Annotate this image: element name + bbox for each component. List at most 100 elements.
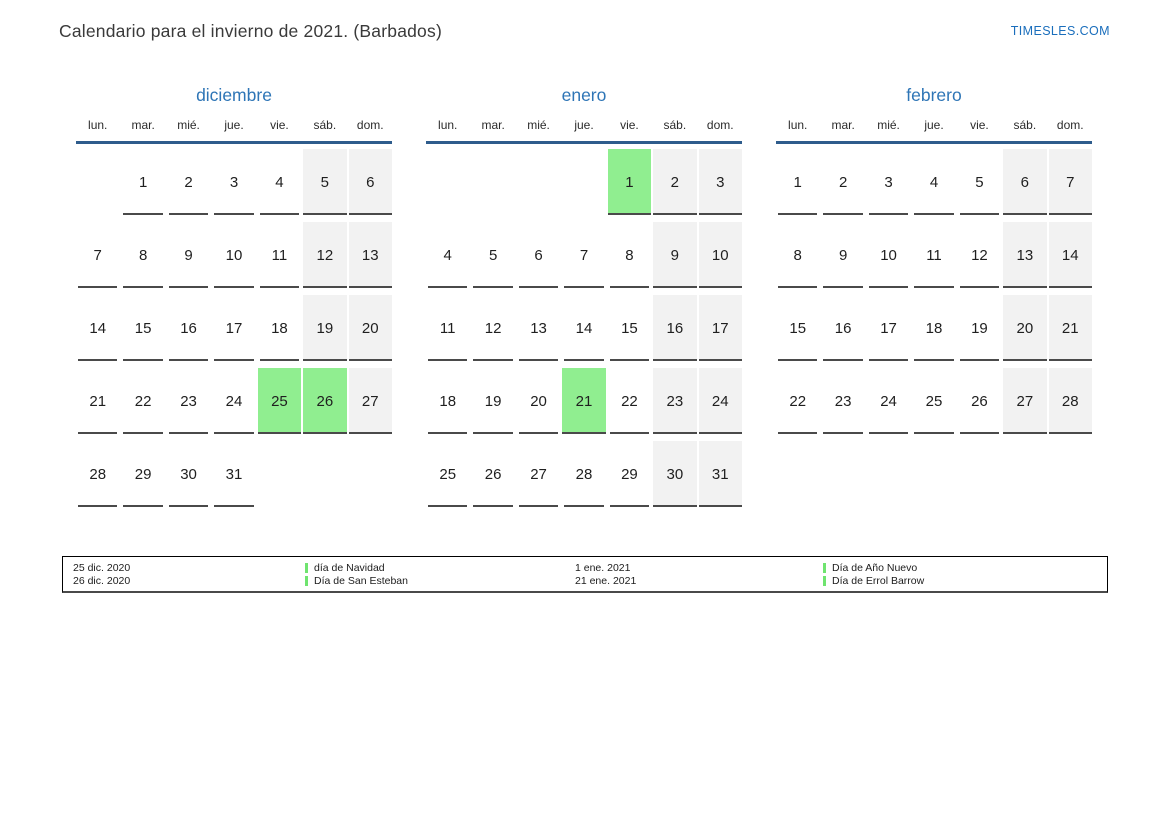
weekday-label: mié.: [877, 118, 900, 132]
day-cell: 9: [821, 222, 864, 288]
week-row: 28 29 30 31: [76, 441, 392, 507]
holiday-day-cell: 21: [562, 368, 607, 434]
weekday-label: jue.: [574, 118, 594, 132]
header-rule: [76, 141, 392, 144]
day-cell: 18: [258, 295, 301, 361]
weekday-label: dom.: [1056, 118, 1084, 132]
weekend-day-cell: 20: [1003, 295, 1047, 361]
holiday-marker-icon: [305, 576, 308, 586]
day-cell: 2: [167, 149, 210, 215]
weekend-day-cell: 14: [1048, 222, 1093, 288]
holiday-marker-icon: [823, 563, 826, 573]
legend-date: 1 ene. 2021: [575, 562, 631, 574]
weekend-day-cell: 3: [698, 149, 743, 215]
holiday-marker-icon: [823, 576, 826, 586]
weekend-day-cell: 7: [1048, 149, 1093, 215]
weekday-label: jue.: [224, 118, 244, 132]
weekday-label: jue.: [924, 118, 944, 132]
week-row: 25 26 27 28 29 30 31: [426, 441, 743, 507]
day-cell: 24: [867, 368, 910, 434]
legend-holiday: Día de San Esteban: [305, 575, 575, 587]
week-row: 15 16 17 18 19 20 21: [776, 295, 1093, 361]
day-cell: 1: [776, 149, 819, 215]
page-title: Calendario para el invierno de 2021. (Ba…: [59, 21, 442, 41]
day-cell: 22: [608, 368, 651, 434]
day-cell: 13: [517, 295, 560, 361]
legend-holiday: día de Navidad: [305, 562, 575, 574]
day-cell: 15: [121, 295, 164, 361]
day-cell: 19: [958, 295, 1001, 361]
weekend-day-cell: 27: [1003, 368, 1047, 434]
day-cell: 15: [608, 295, 651, 361]
day-cell: 26: [958, 368, 1001, 434]
holiday-day-cell: 26: [303, 368, 347, 434]
day-cell: 15: [776, 295, 819, 361]
brand-link[interactable]: TIMESLES.COM: [1010, 24, 1110, 38]
weekday-label: lun.: [438, 118, 458, 132]
legend-holiday-label: día de Navidad: [314, 562, 385, 574]
weekday-label: sáb.: [1013, 118, 1037, 132]
weekend-day-cell: 27: [348, 368, 393, 434]
month-calendar-enero: enero lun. mar. mié. jue. vie. sáb. dom. 1 2 3 4 5 6 7…: [426, 84, 743, 514]
day-cell: 30: [167, 441, 210, 507]
day-cell: 21: [76, 368, 119, 434]
weekend-day-cell: 13: [1003, 222, 1047, 288]
month-title: febrero: [906, 85, 962, 105]
weekend-day-cell: 6: [348, 149, 393, 215]
week-row: 11 12 13 14 15 16 17: [426, 295, 743, 361]
day-cell: 16: [167, 295, 210, 361]
weekend-day-cell: 24: [698, 368, 743, 434]
legend-holiday-label: Día de Año Nuevo: [832, 562, 918, 574]
day-cell: 25: [426, 441, 469, 507]
empty-cell: [517, 149, 560, 215]
weekday-label: vie.: [970, 118, 989, 132]
day-cell: 5: [471, 222, 514, 288]
day-cell: 8: [121, 222, 164, 288]
day-cell: 18: [912, 295, 955, 361]
legend-holiday: Día de Año Nuevo: [823, 562, 1107, 574]
day-cell: 28: [562, 441, 605, 507]
day-cell: 19: [471, 368, 514, 434]
day-cell: 10: [867, 222, 910, 288]
weekday-label: dom.: [356, 118, 384, 132]
day-cell: 26: [471, 441, 514, 507]
day-cell: 25: [912, 368, 955, 434]
weekend-day-cell: 28: [1048, 368, 1093, 434]
weekday-label: mar.: [131, 118, 155, 132]
month-grid: 1 2 3 4 5 6 7 8 9 10 11 12 13 14 15 16 17 18 19 20 21 22 23 24 2…: [426, 149, 743, 507]
weekend-day-cell: 20: [348, 295, 393, 361]
day-cell: 18: [426, 368, 469, 434]
week-row: 22 23 24 25 26 27 28: [776, 368, 1093, 434]
day-cell: 11: [426, 295, 469, 361]
month-calendar-diciembre: diciembre lun. mar. mié. jue. vie. sáb. dom. 1 2 3…: [76, 84, 393, 514]
empty-cell: [76, 149, 119, 215]
weekend-day-cell: 12: [303, 222, 347, 288]
weekday-label: vie.: [620, 118, 639, 132]
day-cell: 20: [517, 368, 560, 434]
day-cell: 23: [821, 368, 864, 434]
day-cell: 4: [258, 149, 301, 215]
weekend-day-cell: 10: [698, 222, 743, 288]
day-cell: 7: [76, 222, 119, 288]
weekday-label: mié.: [177, 118, 200, 132]
day-cell: 9: [167, 222, 210, 288]
day-cell: 22: [121, 368, 164, 434]
weekday-label: lun.: [788, 118, 808, 132]
day-cell: 4: [912, 149, 955, 215]
weekend-day-cell: 13: [348, 222, 393, 288]
week-row: 4 5 6 7 8 9 10: [426, 222, 743, 288]
week-row: 7 8 9 10 11 12 13: [76, 222, 393, 288]
legend-date: 26 dic. 2020: [73, 575, 131, 587]
month-title: enero: [561, 85, 607, 105]
week-row: 18 19 20 21 22 23 24: [426, 368, 743, 434]
week-row: 8 9 10 11 12 13 14: [776, 222, 1093, 288]
month-grid: 1 2 3 4 5 6 7 8 9 10 11 12 13 14 15 16 17 18 19 20 21 22 23 24 2…: [776, 149, 1093, 434]
day-cell: 10: [212, 222, 255, 288]
day-cell: 14: [76, 295, 119, 361]
day-cell: 16: [821, 295, 864, 361]
weekend-day-cell: 31: [698, 441, 743, 507]
empty-cell: [426, 149, 469, 215]
day-cell: 24: [212, 368, 255, 434]
month-title: diciembre: [196, 85, 272, 105]
